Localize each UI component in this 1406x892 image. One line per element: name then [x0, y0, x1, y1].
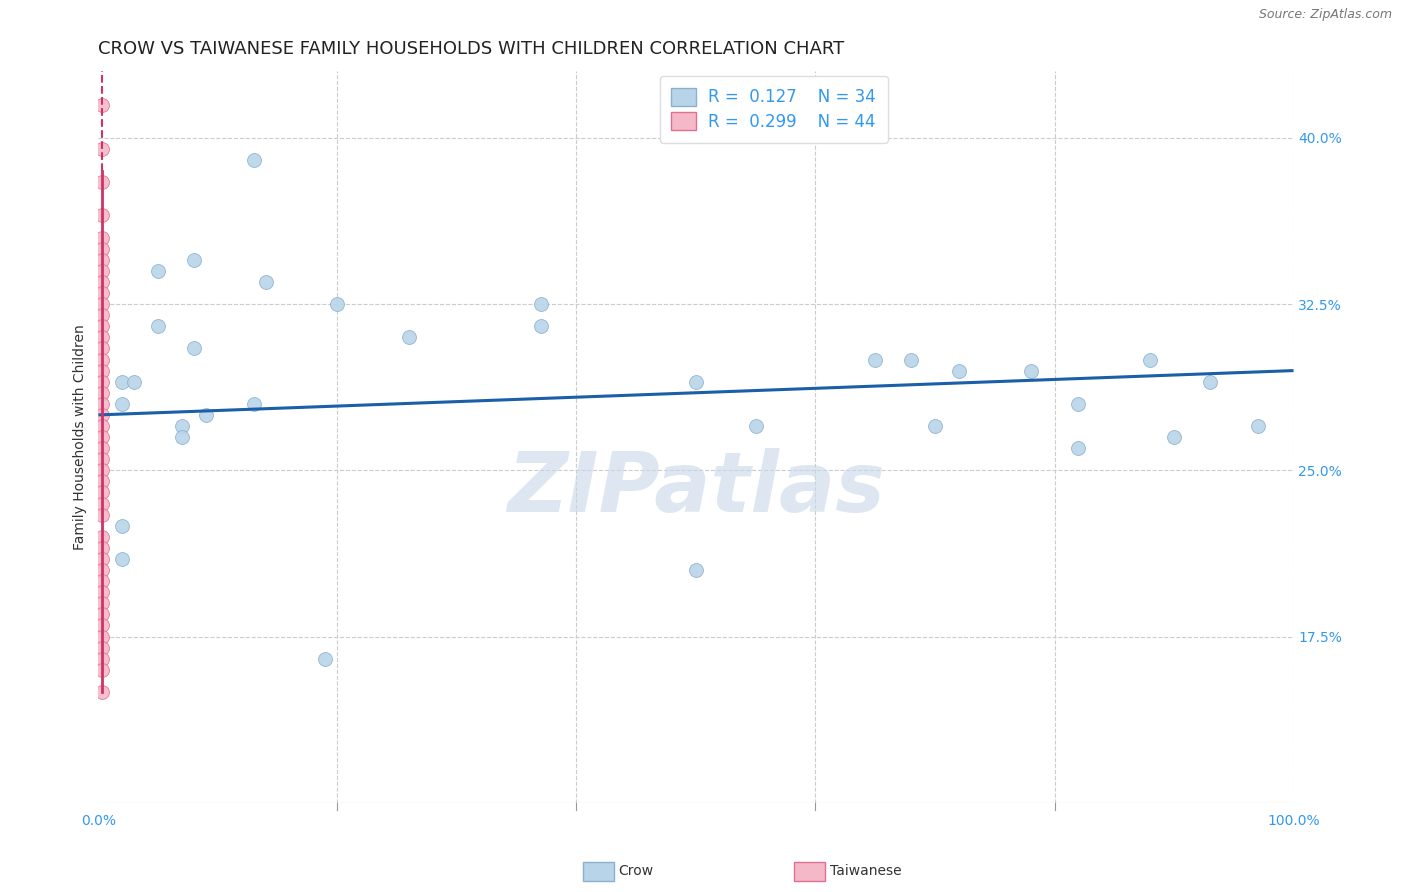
Point [91, 397, 114, 411]
Point [91, 297, 114, 311]
Point [91, 330, 114, 344]
Point [529, 297, 551, 311]
Text: CROW VS TAIWANESE FAMILY HOUSEHOLDS WITH CHILDREN CORRELATION CHART: CROW VS TAIWANESE FAMILY HOUSEHOLDS WITH… [98, 40, 845, 58]
Text: 0.0%: 0.0% [82, 814, 115, 828]
Point [183, 252, 205, 267]
Text: 100.0%: 100.0% [1267, 814, 1320, 828]
Point [91, 430, 114, 444]
Point [91, 497, 114, 511]
Point [91, 552, 114, 566]
Point [863, 352, 886, 367]
Point [254, 275, 277, 289]
Point [91, 385, 114, 400]
Point [111, 397, 134, 411]
Point [91, 463, 114, 477]
Point [183, 342, 205, 356]
Point [326, 297, 349, 311]
Point [91, 264, 114, 278]
Point [91, 175, 114, 189]
Point [172, 419, 194, 434]
Point [91, 209, 114, 223]
Point [1198, 375, 1220, 389]
Point [924, 419, 946, 434]
Point [91, 607, 114, 622]
Point [1139, 352, 1161, 367]
Point [91, 342, 114, 356]
Point [91, 242, 114, 256]
Point [91, 596, 114, 610]
Point [91, 308, 114, 322]
Point [1067, 441, 1090, 455]
Text: Taiwanese: Taiwanese [830, 864, 901, 879]
Y-axis label: Family Households with Children: Family Households with Children [73, 324, 87, 550]
Point [91, 419, 114, 434]
Point [91, 663, 114, 677]
Point [91, 363, 114, 377]
Point [91, 530, 114, 544]
Point [91, 485, 114, 500]
Point [91, 319, 114, 334]
Point [685, 375, 707, 389]
Point [91, 685, 114, 699]
Point [91, 441, 114, 455]
Point [242, 153, 264, 167]
Point [91, 275, 114, 289]
Point [91, 475, 114, 489]
Point [91, 651, 114, 665]
Point [91, 142, 114, 156]
Point [172, 430, 194, 444]
Point [91, 563, 114, 577]
Point [91, 375, 114, 389]
Point [194, 408, 217, 422]
Legend: R =  0.127    N = 34, R =  0.299    N = 44: R = 0.127 N = 34, R = 0.299 N = 44 [659, 76, 887, 143]
Point [745, 419, 768, 434]
Point [91, 640, 114, 655]
Text: Crow: Crow [619, 864, 654, 879]
Point [111, 552, 134, 566]
Point [398, 330, 420, 344]
Point [91, 408, 114, 422]
Point [91, 541, 114, 555]
Point [91, 452, 114, 467]
Point [242, 397, 264, 411]
Point [148, 319, 170, 334]
Point [91, 585, 114, 599]
Point [111, 518, 134, 533]
Point [91, 252, 114, 267]
Point [91, 285, 114, 300]
Point [1246, 419, 1268, 434]
Point [948, 363, 970, 377]
Point [124, 375, 146, 389]
Point [315, 651, 337, 665]
Point [111, 375, 134, 389]
Point [91, 574, 114, 589]
Point [91, 618, 114, 632]
Point [529, 319, 551, 334]
Point [91, 352, 114, 367]
Point [91, 630, 114, 644]
Point [1067, 397, 1090, 411]
Point [900, 352, 922, 367]
Text: Source: ZipAtlas.com: Source: ZipAtlas.com [1258, 8, 1392, 21]
Text: ZIPatlas: ZIPatlas [508, 448, 884, 529]
Point [1163, 430, 1185, 444]
Point [91, 97, 114, 112]
Point [1019, 363, 1042, 377]
Point [91, 508, 114, 522]
Point [148, 264, 170, 278]
Point [91, 230, 114, 244]
Point [685, 563, 707, 577]
